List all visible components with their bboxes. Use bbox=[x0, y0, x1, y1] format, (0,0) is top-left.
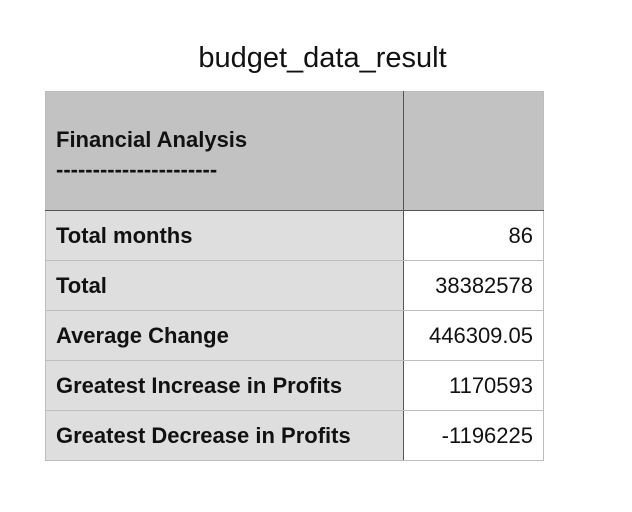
row-label-greatest-increase[interactable]: Greatest Increase in Profits bbox=[45, 360, 404, 411]
row-value-total-months[interactable]: 86 bbox=[403, 210, 544, 261]
header-divider-text: ---------------------- bbox=[56, 157, 218, 182]
document-title: budget_data_result bbox=[198, 42, 447, 74]
row-label-average-change[interactable]: Average Change bbox=[45, 310, 404, 361]
table-row: Greatest Increase in Profits 1170593 bbox=[45, 360, 544, 411]
table-row: Total 38382578 bbox=[45, 260, 544, 311]
row-label-total[interactable]: Total bbox=[45, 260, 404, 311]
table-row: Average Change 446309.05 bbox=[45, 310, 544, 361]
row-label-greatest-decrease[interactable]: Greatest Decrease in Profits bbox=[45, 410, 404, 461]
row-label-total-months[interactable]: Total months bbox=[45, 210, 404, 261]
table-header-row: Financial Analysis ---------------------… bbox=[45, 91, 544, 211]
header-cell-financial-analysis[interactable]: Financial Analysis ---------------------… bbox=[45, 91, 404, 211]
financial-analysis-table: Financial Analysis ---------------------… bbox=[45, 91, 544, 461]
header-title: Financial Analysis bbox=[56, 127, 248, 152]
row-value-total[interactable]: 38382578 bbox=[403, 260, 544, 311]
header-cell-empty[interactable] bbox=[403, 91, 544, 211]
row-value-average-change[interactable]: 446309.05 bbox=[403, 310, 544, 361]
table-row: Total months 86 bbox=[45, 210, 544, 261]
row-value-greatest-decrease[interactable]: -1196225 bbox=[403, 410, 544, 461]
table-row: Greatest Decrease in Profits -1196225 bbox=[45, 410, 544, 461]
row-value-greatest-increase[interactable]: 1170593 bbox=[403, 360, 544, 411]
